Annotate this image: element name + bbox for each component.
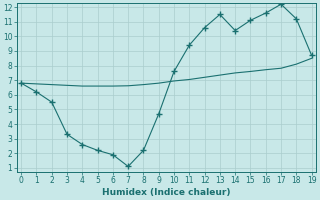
X-axis label: Humidex (Indice chaleur): Humidex (Indice chaleur) [102, 188, 231, 197]
